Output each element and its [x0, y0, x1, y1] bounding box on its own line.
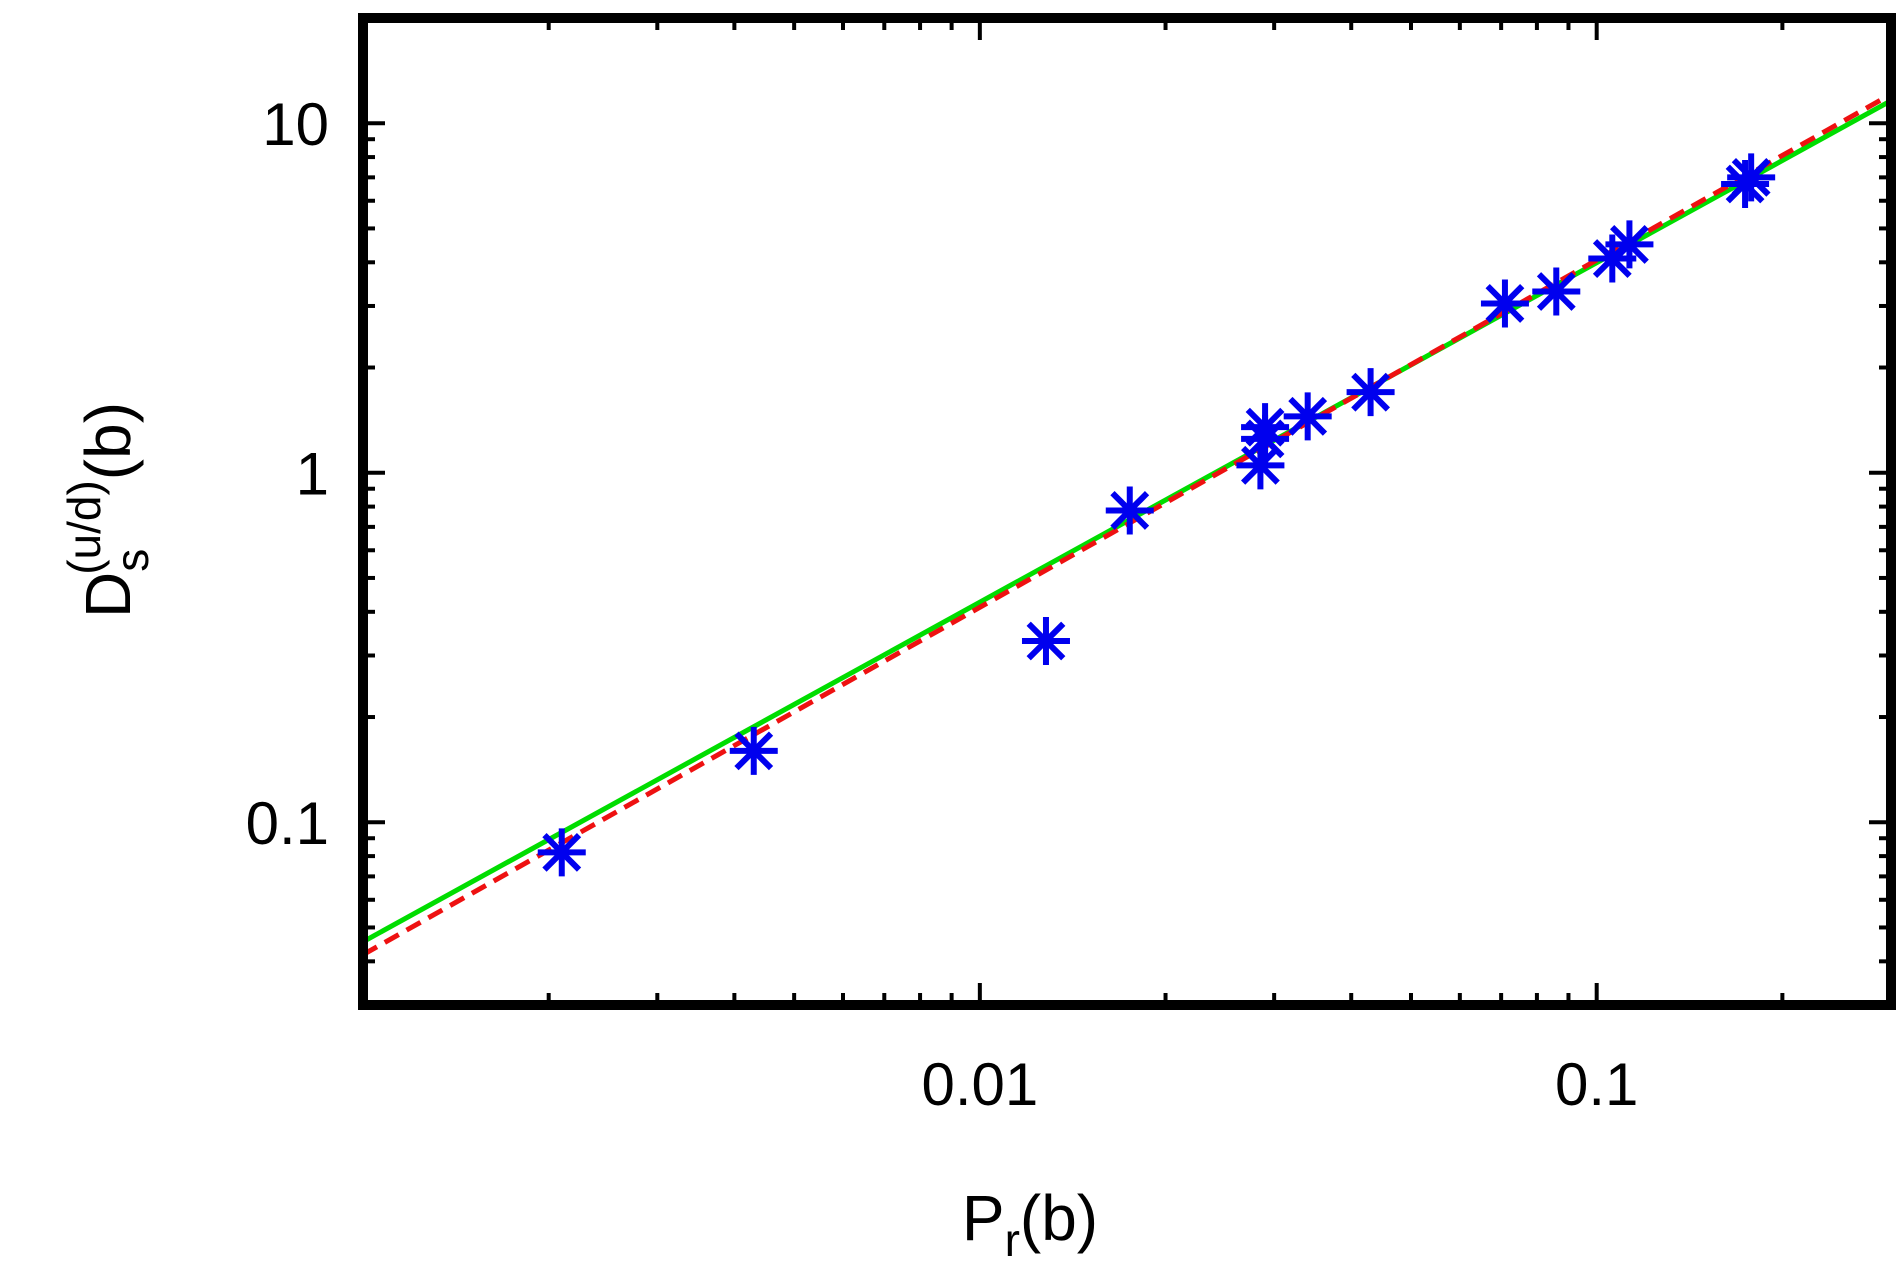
data-point [1105, 486, 1154, 535]
y-tick-label: 10 [262, 91, 329, 158]
y-tick-label: 1 [296, 441, 329, 508]
data-point [1021, 617, 1070, 666]
data-point [1727, 153, 1776, 202]
y-tick-label: 0.1 [246, 790, 329, 857]
data-point [1605, 220, 1654, 269]
axis-ticks [361, 16, 1891, 1007]
x-axis-label: Pr(b) [962, 1182, 1098, 1266]
plot-frame [358, 13, 1896, 1010]
data-points [537, 153, 1776, 877]
x-tick-label: 0.1 [1555, 1051, 1638, 1118]
data-point [729, 726, 778, 775]
data-point [1346, 368, 1395, 417]
data-point [1241, 403, 1290, 452]
data-point [1532, 267, 1581, 316]
y-axis-label: Ds(u/d)(b) [58, 402, 158, 618]
data-point [1283, 392, 1332, 441]
tick-labels: 0.01 0.1 0.1 1 10 [246, 91, 1639, 1118]
data-point [537, 828, 586, 877]
x-tick-label: 0.01 [921, 1051, 1038, 1118]
data-point [1480, 279, 1529, 328]
